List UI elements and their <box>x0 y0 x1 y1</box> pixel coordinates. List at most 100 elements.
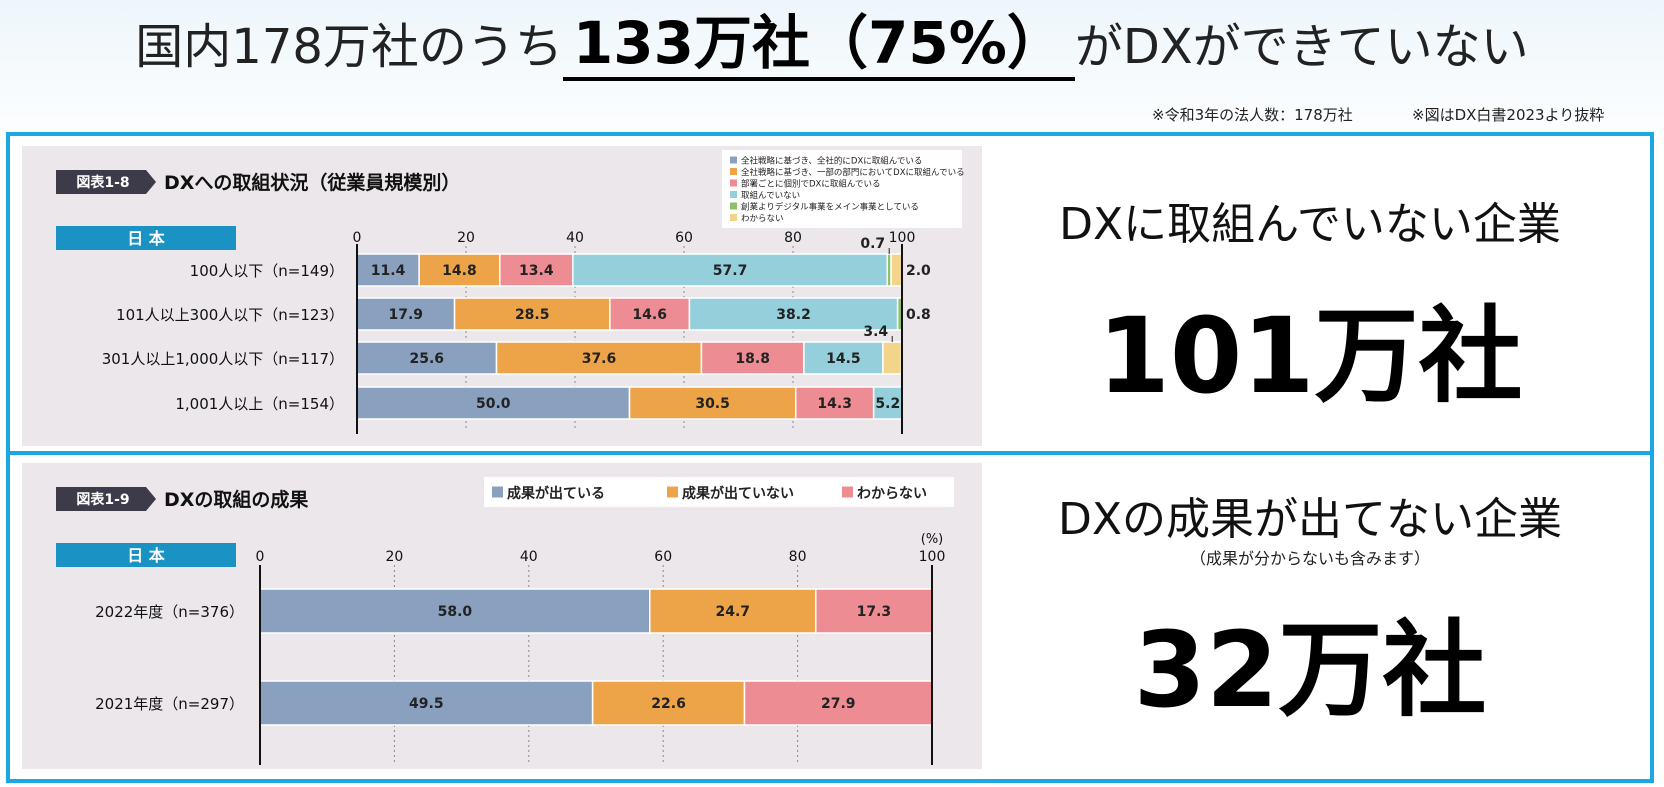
no-results-value: 32万社 <box>1133 609 1487 731</box>
data-label: 38.2 <box>776 307 811 323</box>
data-label: 0.7 <box>860 236 885 252</box>
data-label: 14.3 <box>817 396 852 412</box>
bar-segment <box>609 297 691 331</box>
x-tick-label: 80 <box>784 230 802 246</box>
chart-title: DXの取組の成果 <box>164 488 308 511</box>
bar-segment <box>356 341 498 375</box>
no-results-title: DXの成果が出てない企業 <box>1057 494 1563 545</box>
data-label: 27.9 <box>821 696 856 712</box>
chart-dx-status-area: 図表1-8 DXへの取組状況（従業員規模別） 日 本 0 20 40 60 80 100 100人… <box>22 146 982 446</box>
figure-tag-label: 図表1-8 <box>76 174 129 191</box>
region-tag-label: 日 本 <box>127 546 165 565</box>
region-tag <box>56 543 236 567</box>
legend-label: わからない <box>857 486 927 502</box>
legend-swatch <box>667 486 678 498</box>
figure-tag <box>56 487 156 511</box>
region-tag-label: 日 本 <box>127 229 165 248</box>
x-tick-label: 80 <box>789 549 807 565</box>
bar-segment <box>649 588 817 634</box>
panel-dx-status: 図表1-8 DXへの取組状況（従業員規模別） 日 本 0 20 40 60 80 100 100人… <box>6 132 1654 455</box>
legend-label: 成果が出ている <box>507 485 605 502</box>
category-label: 100人以下（n=149） <box>190 262 344 280</box>
x-tick-label: 20 <box>385 549 403 565</box>
legend-swatch <box>730 156 737 164</box>
data-label: 18.8 <box>735 351 770 367</box>
data-label: 13.4 <box>519 263 554 279</box>
bar-segment <box>495 341 703 375</box>
legend-label: 創業よりデジタル事業をメイン事業としている <box>741 201 919 212</box>
region-tag <box>56 226 236 250</box>
corp-count-note: ※令和3年の法人数：178万社 <box>1152 106 1353 124</box>
x-tick-label: 100 <box>889 230 916 246</box>
bar-segment <box>743 680 933 726</box>
data-label: 0.8 <box>906 307 931 323</box>
data-label: 24.7 <box>715 604 750 620</box>
legend-label: 全社戦略に基づき、一部の部門においてDXに取組んでいる <box>741 167 965 178</box>
x-tick-label: 60 <box>654 549 672 565</box>
bar-segment <box>259 680 594 726</box>
bar-segment <box>356 297 456 331</box>
category-label: 1,001人以上（n=154） <box>175 395 344 413</box>
headline: 国内178万社のうち 133万社（75%） がDXができていない <box>0 8 1664 82</box>
x-tick-label: 0 <box>256 549 265 565</box>
data-label: 3.4 <box>863 324 888 340</box>
category-label: 2022年度（n=376） <box>95 603 244 621</box>
bar-segment <box>688 297 899 331</box>
legend-box <box>484 477 954 507</box>
legend-box <box>722 150 962 228</box>
x-tick-label: 20 <box>457 230 475 246</box>
data-label: 25.6 <box>409 351 444 367</box>
unit-label: (%) <box>921 532 944 547</box>
data-label: 57.7 <box>713 263 748 279</box>
data-label: 14.8 <box>442 263 477 279</box>
bar-segment <box>872 386 903 420</box>
legend-label: 全社戦略に基づき、全社的にDXに取組んでいる <box>741 155 922 166</box>
data-label: 37.6 <box>582 351 617 367</box>
headline-emphasis: 133万社（75%） <box>562 9 1075 81</box>
bar-segment <box>803 341 884 375</box>
legend-label: 取組んでいない <box>741 190 800 201</box>
figure-tag <box>56 170 156 194</box>
source-note: ※図はDX白書2023より抜粋 <box>1412 106 1605 124</box>
data-label: 30.5 <box>695 396 730 412</box>
bar-segment <box>882 341 903 375</box>
data-label: 5.2 <box>875 396 900 412</box>
legend-swatch <box>730 191 737 198</box>
data-label: 22.6 <box>651 696 686 712</box>
legend-label: 部署ごとに個別でDXに取組んでいる <box>741 178 880 189</box>
bar-segment <box>700 341 805 375</box>
bar-segment <box>572 253 889 287</box>
legend-swatch <box>730 202 737 210</box>
data-label: 17.9 <box>389 307 424 323</box>
legend-swatch <box>730 214 737 221</box>
category-label: 2021年度（n=297） <box>95 695 244 713</box>
data-label: 2.0 <box>906 263 931 279</box>
data-label: 14.5 <box>826 351 861 367</box>
data-label: 17.3 <box>857 604 892 620</box>
legend-swatch <box>842 486 853 498</box>
bar-segment <box>356 386 631 420</box>
x-tick-label: 40 <box>566 230 584 246</box>
not-working-title: DXに取組んでいない企業 <box>1059 199 1561 250</box>
category-label: 101人以上300人以下（n=123） <box>116 306 344 324</box>
legend-swatch <box>730 168 737 175</box>
x-tick-label: 100 <box>919 549 946 565</box>
bar-segment <box>814 588 933 634</box>
bar-segment <box>356 253 420 287</box>
legend-swatch <box>730 179 737 187</box>
data-label: 14.6 <box>632 307 667 323</box>
category-label: 301人以上1,000人以下（n=117） <box>102 350 344 368</box>
figure-tag-label: 図表1-9 <box>76 491 129 508</box>
headline-suffix: がDXができていない <box>1074 19 1529 75</box>
bar-segment <box>890 253 903 287</box>
x-tick-label: 40 <box>520 549 538 565</box>
data-label: 28.5 <box>515 307 550 323</box>
data-label: 50.0 <box>476 396 511 412</box>
headline-prefix: 国内178万社のうち <box>135 19 563 75</box>
bar-segment <box>591 680 746 726</box>
bar-segment <box>794 386 875 420</box>
panel-dx-results: 図表1-9 DXの取組の成果日 本 0 20 40 60 80 100 (%) 2022年度（n=… <box>6 455 1654 783</box>
legend-label: わからない <box>741 214 784 224</box>
chart-title: DXへの取組状況（従業員規模別） <box>164 171 460 194</box>
